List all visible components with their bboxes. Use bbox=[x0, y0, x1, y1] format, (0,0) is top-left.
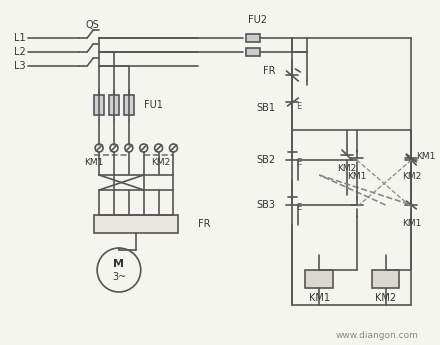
Bar bbox=[246, 48, 260, 56]
Text: SB2: SB2 bbox=[257, 155, 275, 165]
Text: KM1: KM1 bbox=[402, 218, 421, 227]
Text: E: E bbox=[297, 158, 301, 167]
Text: KM1: KM1 bbox=[84, 158, 104, 167]
Text: KM1: KM1 bbox=[347, 171, 367, 180]
Text: SB1: SB1 bbox=[257, 103, 275, 113]
Bar bbox=[109, 95, 119, 115]
Text: FR: FR bbox=[263, 66, 275, 76]
Bar bbox=[372, 270, 400, 288]
Text: KM2: KM2 bbox=[151, 158, 170, 167]
Text: KM1: KM1 bbox=[309, 293, 330, 303]
Bar bbox=[94, 215, 178, 233]
Bar bbox=[94, 95, 104, 115]
Text: E: E bbox=[297, 203, 301, 211]
Text: FU2: FU2 bbox=[248, 15, 267, 25]
Bar bbox=[305, 270, 333, 288]
Text: L3: L3 bbox=[14, 61, 26, 71]
Text: FR: FR bbox=[198, 219, 211, 229]
Text: SB3: SB3 bbox=[257, 200, 275, 210]
Text: E: E bbox=[297, 101, 301, 110]
Text: www.diangon.com: www.diangon.com bbox=[335, 332, 418, 341]
Bar bbox=[246, 34, 260, 42]
Text: FU1: FU1 bbox=[144, 100, 163, 110]
Bar bbox=[124, 95, 134, 115]
Text: KM2: KM2 bbox=[375, 293, 396, 303]
Text: 3~: 3~ bbox=[112, 272, 126, 282]
Text: KM2: KM2 bbox=[337, 164, 356, 172]
Text: L2: L2 bbox=[14, 47, 26, 57]
Text: KM2: KM2 bbox=[402, 171, 421, 180]
Text: L1: L1 bbox=[14, 33, 26, 43]
Text: KM1: KM1 bbox=[416, 151, 436, 160]
Text: QS: QS bbox=[85, 20, 99, 30]
Text: M: M bbox=[114, 259, 125, 269]
